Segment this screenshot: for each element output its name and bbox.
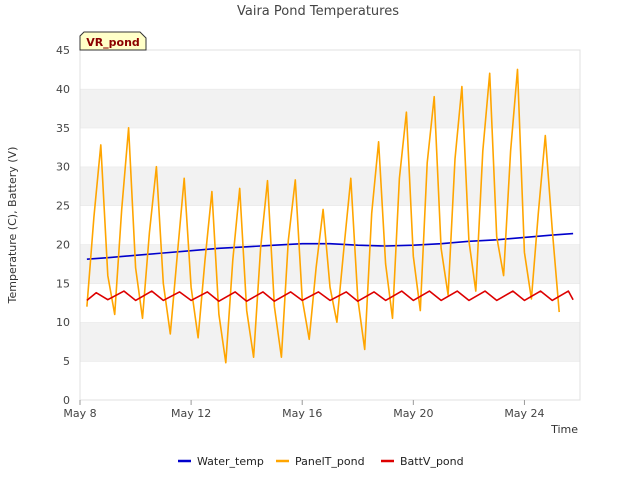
grid-band: [80, 361, 580, 400]
legend-label: PanelT_pond: [295, 455, 365, 468]
y-tick-label: 0: [63, 394, 70, 407]
y-tick-label: 30: [56, 161, 70, 174]
series-line-battv-pond: [86, 290, 574, 302]
legend: Water_temp PanelT_pond BattV_pond: [178, 455, 464, 468]
grid-band: [80, 322, 580, 362]
grid-band: [80, 127, 580, 167]
station-badge: VR_pond: [79, 31, 147, 51]
station-badge-shape: [79, 31, 147, 51]
grid-band: [80, 50, 580, 89]
legend-label: Water_temp: [197, 455, 264, 468]
y-tick-label: 40: [56, 83, 70, 96]
y-tick-label: 35: [56, 122, 70, 135]
y-tick-label: 20: [56, 238, 70, 251]
y-tick-label: 45: [56, 44, 70, 57]
y-axis-label: Temperature (C), Battery (V): [6, 147, 19, 305]
x-tick-label: May 16: [282, 407, 322, 420]
plot-frame: [79, 49, 581, 401]
x-axis: May 8 May 12 May 16 May 20 May 24: [63, 400, 545, 420]
y-tick-label: 25: [56, 200, 70, 213]
series-line-panelt-pond: [86, 68, 560, 364]
x-tick-label: May 20: [393, 407, 433, 420]
grid-band: [80, 166, 580, 206]
y-tick-label: 10: [56, 316, 70, 329]
chart-title: Vaira Pond Temperatures: [237, 4, 399, 19]
grid-bands: [80, 49, 580, 400]
legend-item-panelt-pond: PanelT_pond: [276, 455, 365, 468]
x-axis-label: Time: [550, 423, 578, 436]
y-axis: 0 5 10 15 20 25 30 35 40 45: [56, 44, 70, 407]
series-lines: [86, 68, 574, 364]
station-badge-label: VR_pond: [86, 36, 140, 49]
x-tick-label: May 24: [504, 407, 544, 420]
legend-item-battv-pond: BattV_pond: [381, 455, 464, 468]
x-tick-label: May 12: [171, 407, 211, 420]
x-tick-label: May 8: [63, 407, 96, 420]
grid-band: [80, 88, 580, 128]
legend-label: BattV_pond: [400, 455, 464, 468]
y-tick-label: 15: [56, 277, 70, 290]
legend-item-water-temp: Water_temp: [178, 455, 264, 468]
y-tick-label: 5: [63, 355, 70, 368]
